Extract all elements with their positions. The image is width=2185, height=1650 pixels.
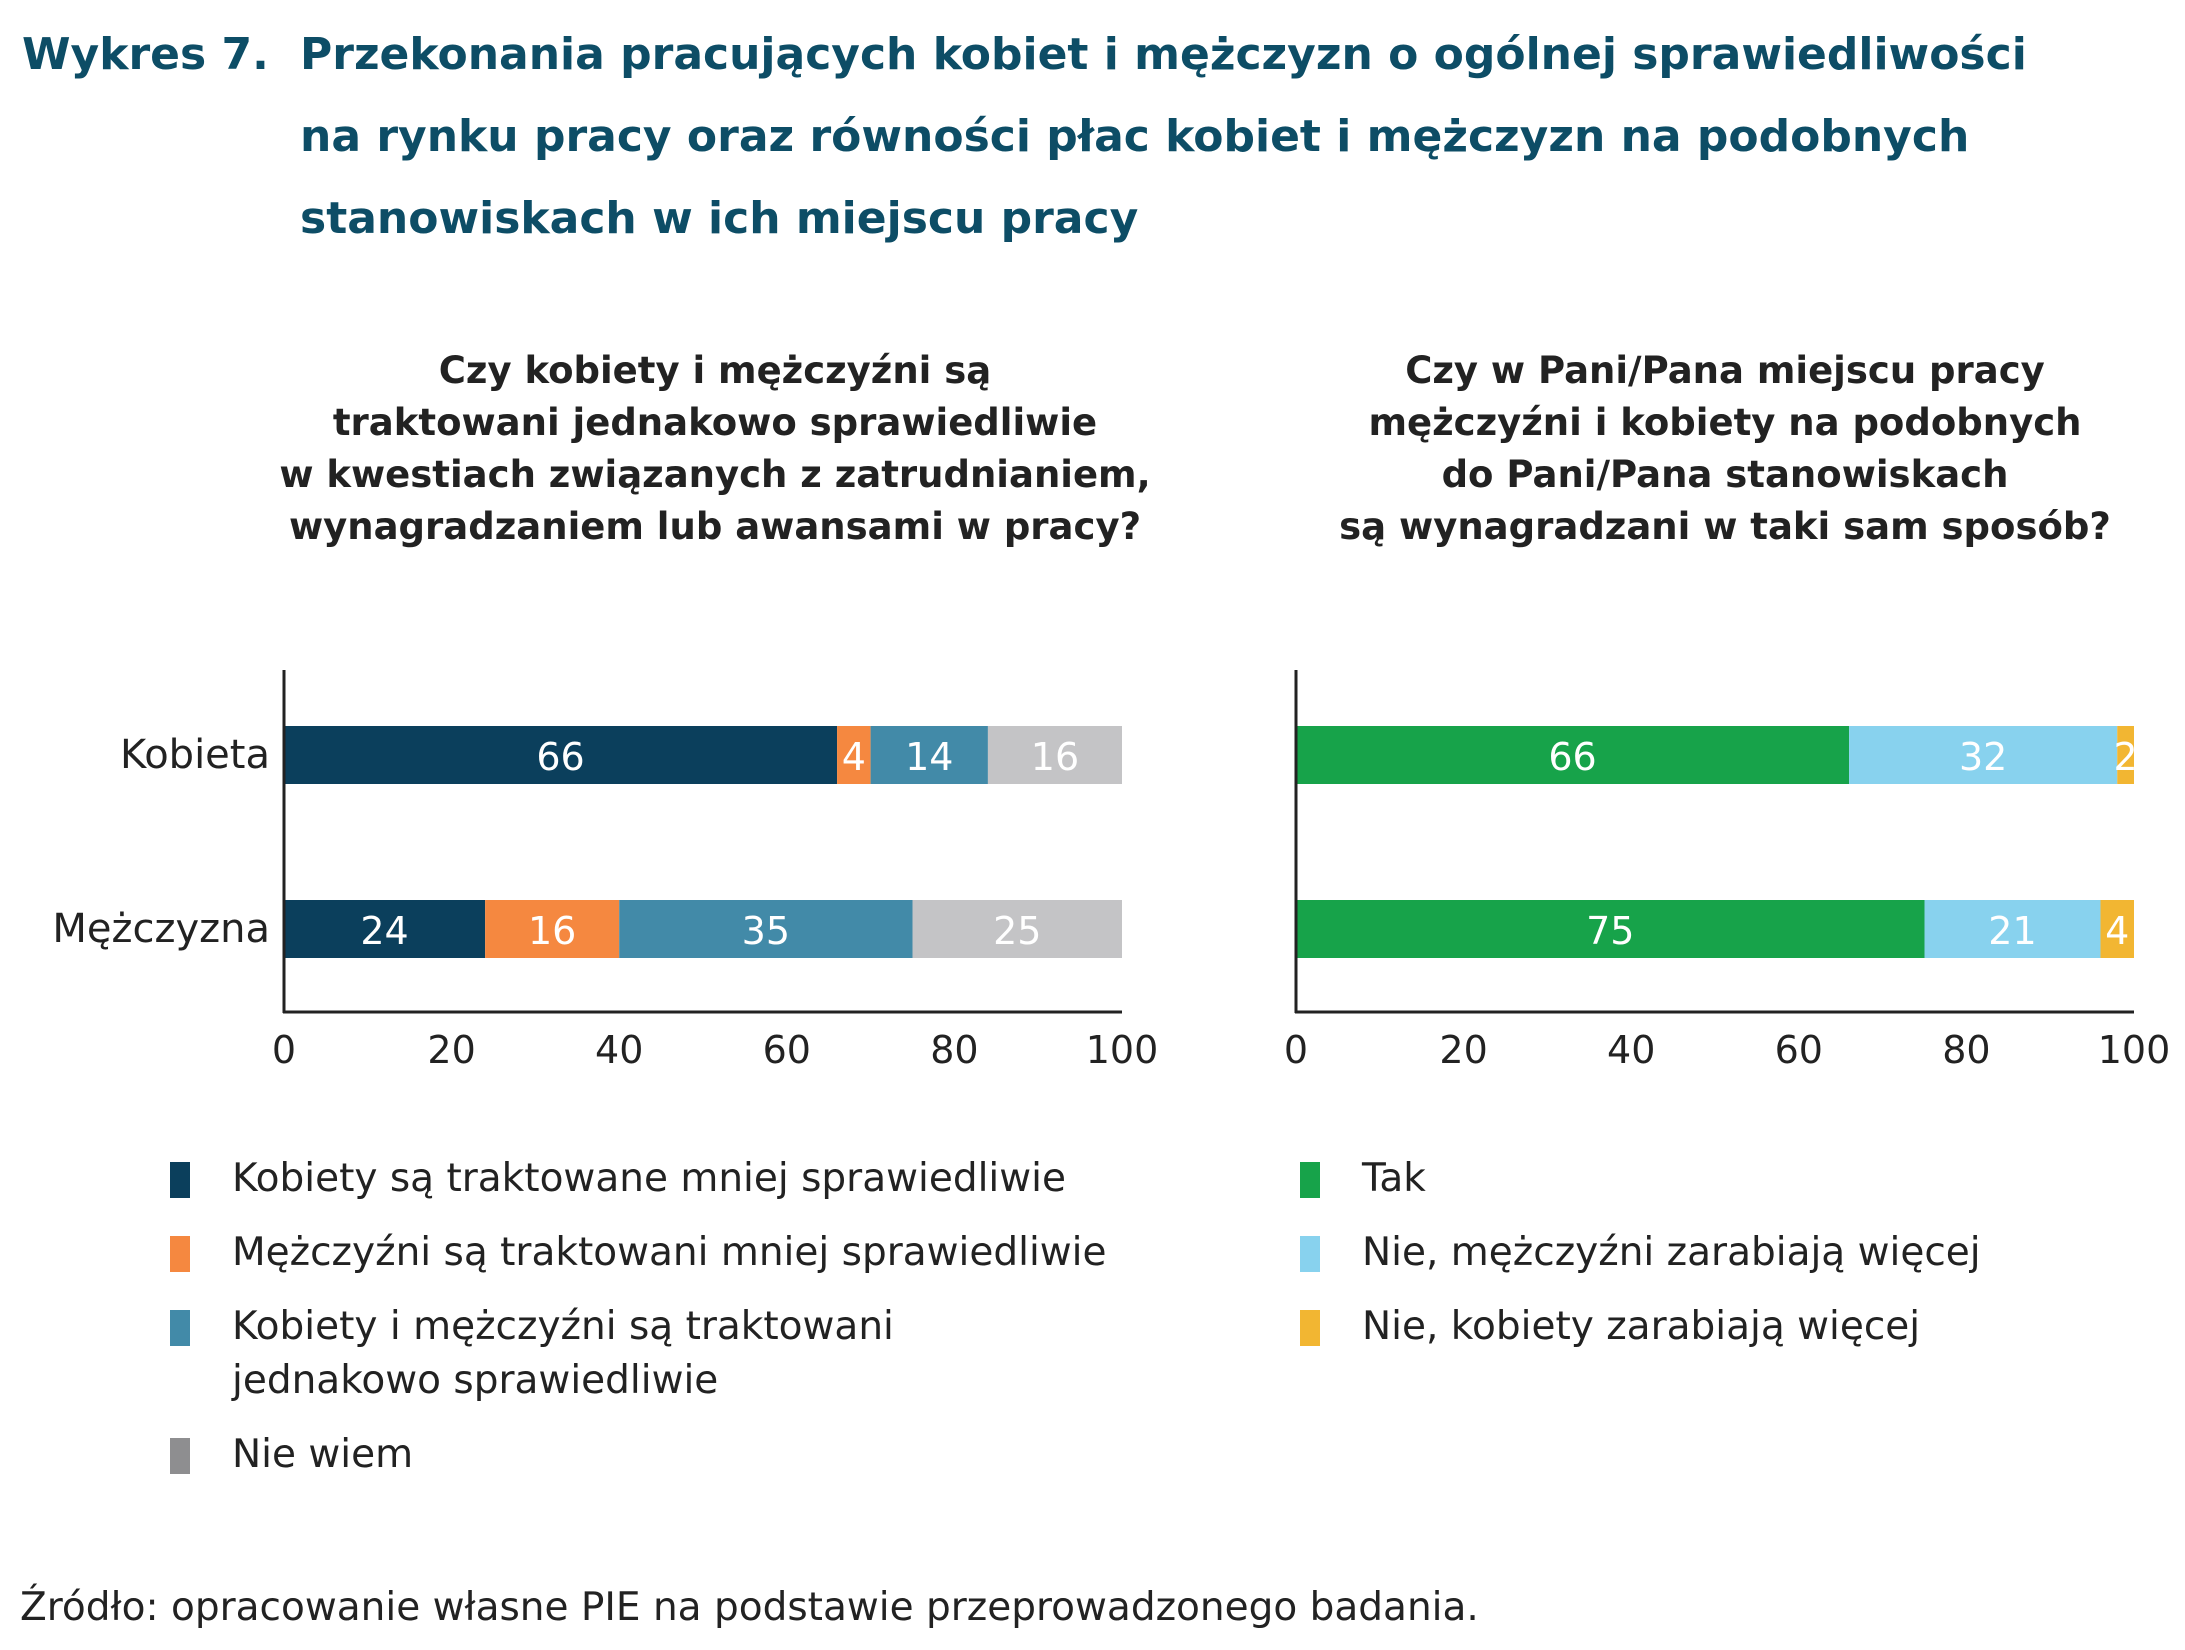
bar-segment xyxy=(1296,900,1925,958)
x-tick-label: 20 xyxy=(427,1028,475,1072)
data-label: 66 xyxy=(536,735,584,779)
figure-title-line: na rynku pracy oraz równości płac kobiet… xyxy=(300,111,1970,162)
bar-segment xyxy=(485,900,620,958)
legend-label-line: Mężczyźni są traktowani mniej sprawiedli… xyxy=(232,1230,1107,1275)
legend-label-line: Nie, mężczyźni zarabiają więcej xyxy=(1362,1230,1981,1275)
legend-swatch xyxy=(170,1438,190,1474)
legend-label-line: Nie wiem xyxy=(232,1432,414,1477)
bar-segment xyxy=(912,900,1122,958)
data-label: 16 xyxy=(1031,735,1079,779)
bar-segment xyxy=(284,726,838,784)
bar-segment xyxy=(837,726,871,784)
data-label: 66 xyxy=(1548,735,1596,779)
chart-left-title-line: traktowani jednakowo sprawiedliwie xyxy=(332,401,1098,444)
legend-swatch xyxy=(170,1162,190,1198)
legend-label-line: Tak xyxy=(1362,1156,1426,1201)
bar-segment xyxy=(1296,726,1850,784)
figure-title: Przekonania pracujących kobiet i mężczyz… xyxy=(300,14,2160,260)
chart-right-title: Czy w Pani/Pana miejscu pracy mężczyźni … xyxy=(1230,345,2185,553)
figure-title-line: stanowiskach w ich miejscu pracy xyxy=(300,193,1139,244)
x-tick-label: 0 xyxy=(272,1028,296,1072)
bar-segment xyxy=(619,900,913,958)
legend-label: Tak xyxy=(1362,1152,1981,1206)
legend-item: Nie, mężczyźni zarabiają więcej xyxy=(1300,1226,1981,1280)
figure-number: Wykres 7. xyxy=(22,29,269,80)
data-label: 32 xyxy=(1959,735,2007,779)
legend-label: Kobiety są traktowane mniej sprawiedliwi… xyxy=(232,1152,1107,1206)
source-note: Źródło: opracowanie własne PIE na podsta… xyxy=(20,1585,1479,1630)
chart-left-title-line: wynagradzaniem lub awansami w pracy? xyxy=(288,505,1142,548)
legend-swatch xyxy=(1300,1310,1320,1346)
legend-label: Kobiety i mężczyźni są traktowani jednako… xyxy=(232,1300,1107,1408)
legend-item: Nie, kobiety zarabiają więcej xyxy=(1300,1300,1981,1354)
legend-item: Nie wiem xyxy=(170,1428,1107,1482)
x-tick-label: 60 xyxy=(1775,1028,1823,1072)
data-label: 16 xyxy=(528,909,576,953)
category-label: Kobieta xyxy=(120,732,270,778)
x-tick-label: 80 xyxy=(930,1028,978,1072)
data-label: 4 xyxy=(2105,909,2129,953)
legend-label-line: jednakowo sprawiedliwie xyxy=(232,1358,719,1403)
chart-right-title-line: są wynagradzani w taki sam sposób? xyxy=(1339,505,2111,548)
legend-item: Kobiety i mężczyźni są traktowani jednako… xyxy=(170,1300,1107,1408)
figure-title-line: Przekonania pracujących kobiet i mężczyz… xyxy=(300,29,2027,80)
legend-label: Nie, mężczyźni zarabiają więcej xyxy=(1362,1226,1981,1280)
bar-segment xyxy=(1924,900,2101,958)
data-label: 4 xyxy=(842,735,866,779)
legend-label-line: Kobiety są traktowane mniej sprawiedliwi… xyxy=(232,1156,1066,1201)
legend-label-line: Nie, kobiety zarabiają więcej xyxy=(1362,1304,1921,1349)
x-tick-label: 100 xyxy=(1086,1028,1159,1072)
legend-swatch xyxy=(1300,1162,1320,1198)
data-label: 24 xyxy=(360,909,408,953)
chart-left-title: Czy kobiety i mężczyźni są traktowani je… xyxy=(160,345,1270,553)
legend-swatch xyxy=(170,1236,190,1272)
legend-right: Tak Nie, mężczyźni zarabiają więcej Nie, k… xyxy=(1300,1152,1981,1374)
legend-item: Mężczyźni są traktowani mniej sprawiedli… xyxy=(170,1226,1107,1280)
x-tick-label: 20 xyxy=(1439,1028,1487,1072)
chart-right-title-line: Czy w Pani/Pana miejscu pracy xyxy=(1405,349,2045,392)
data-label: 21 xyxy=(1988,909,2036,953)
chart-left-title-line: Czy kobiety i mężczyźni są xyxy=(438,349,992,392)
legend-left: Kobiety są traktowane mniej sprawiedliwi… xyxy=(170,1152,1107,1502)
category-label: Mężczyzna xyxy=(52,906,270,952)
data-label: 14 xyxy=(905,735,953,779)
bar-segment xyxy=(284,900,486,958)
legend-label: Mężczyźni są traktowani mniej sprawiedli… xyxy=(232,1226,1107,1280)
bar-segment xyxy=(2100,900,2134,958)
bar-segment xyxy=(1849,726,2118,784)
legend-label: Nie wiem xyxy=(232,1428,1107,1482)
x-tick-label: 40 xyxy=(595,1028,643,1072)
data-label: 25 xyxy=(993,909,1041,953)
legend-label-line: Kobiety i mężczyźni są traktowani xyxy=(232,1304,894,1349)
bar-segment xyxy=(870,726,988,784)
x-tick-label: 0 xyxy=(1284,1028,1308,1072)
legend-item: Kobiety są traktowane mniej sprawiedliwi… xyxy=(170,1152,1107,1206)
legend-swatch xyxy=(170,1310,190,1346)
data-label: 35 xyxy=(742,909,790,953)
legend-label: Nie, kobiety zarabiają więcej xyxy=(1362,1300,1981,1354)
data-label: 2 xyxy=(2114,735,2138,779)
x-tick-label: 60 xyxy=(763,1028,811,1072)
data-label: 75 xyxy=(1586,909,1634,953)
bar-segment xyxy=(987,726,1122,784)
chart-right-title-line: mężczyźni i kobiety na podobnych xyxy=(1368,401,2082,444)
x-tick-label: 100 xyxy=(2098,1028,2171,1072)
bar-segment xyxy=(2117,726,2134,784)
x-tick-label: 40 xyxy=(1607,1028,1655,1072)
legend-item: Tak xyxy=(1300,1152,1981,1206)
chart-left-title-line: w kwestiach związanych z zatrudnianiem, xyxy=(279,453,1151,496)
x-tick-label: 80 xyxy=(1942,1028,1990,1072)
legend-swatch xyxy=(1300,1236,1320,1272)
chart-right-title-line: do Pani/Pana stanowiskach xyxy=(1441,453,2009,496)
